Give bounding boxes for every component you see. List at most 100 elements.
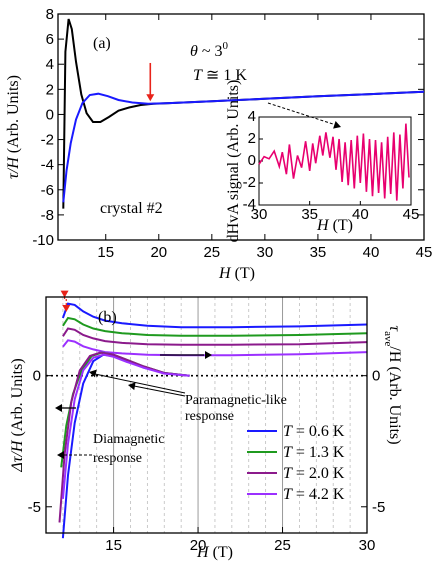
- left-y-axis-title: Δτ/H (Arb. Units): [9, 358, 26, 472]
- peak-marker-arrow-head: [60, 290, 69, 298]
- delta-series-line: [58, 351, 190, 523]
- x-tick-label: 20: [190, 537, 207, 554]
- average-series-line: [62, 339, 368, 357]
- inset-x-tick-label: 40: [352, 206, 369, 223]
- x-axis-title: H (T): [218, 265, 255, 282]
- right-y-axis-title-part: ave: [382, 331, 394, 346]
- right-y-axis-title-part: τ: [386, 325, 403, 332]
- legend-label-part: = 0.6 K: [292, 423, 345, 440]
- y-tick-label: -5: [28, 499, 41, 516]
- x-axis-title: H (T): [196, 544, 233, 561]
- inset-y-tick-label: -4: [243, 196, 256, 213]
- left-y-axis-title-part: (Arb. Units): [9, 358, 26, 440]
- panel-label: (a): [93, 35, 111, 52]
- temperature-annotation-part: ≅ 1 K: [202, 67, 247, 84]
- y-axis-title-part: (Arb. Units): [5, 75, 22, 157]
- angle-annotation: θ ~ 30: [190, 40, 229, 60]
- series-line: [62, 90, 425, 203]
- inset-y-tick-label: 4: [248, 108, 256, 125]
- y-axis-title-part: τ/H: [5, 156, 22, 179]
- diamagnetic-annotation-line1: Diamagnetic: [93, 432, 165, 447]
- right-y-tick-label: -5: [372, 499, 385, 516]
- crystal-annotation: crystal #2: [100, 200, 163, 217]
- left-axis-arrow-head: [55, 404, 62, 412]
- x-tick-label: 35: [310, 244, 327, 261]
- legend-label-part: T: [283, 444, 293, 461]
- y-tick-label: -6: [41, 182, 54, 199]
- paramagnetic-pointer-shaft: [94, 373, 186, 394]
- panel-label: (b): [98, 309, 117, 326]
- y-tick-label: -2: [41, 132, 54, 149]
- inset-x-tick-label: 35: [301, 206, 318, 223]
- y-axis-title: τ/H (Arb. Units): [5, 75, 22, 179]
- y-tick-label: 0: [33, 368, 41, 385]
- legend-label: T = 2.0 K: [283, 465, 345, 482]
- plot-frame: [45, 296, 368, 534]
- marker-arrow-head: [146, 94, 155, 102]
- x-tick-label: 45: [416, 244, 433, 261]
- legend-label-part: T: [283, 465, 293, 482]
- x-tick-label: 25: [274, 537, 291, 554]
- inset-x-axis-title-part: (T): [329, 217, 353, 234]
- x-tick-label: 15: [97, 244, 114, 261]
- average-series-line: [62, 327, 368, 346]
- legend-label: T = 4.2 K: [283, 486, 345, 503]
- y-tick-label: -4: [41, 157, 54, 174]
- inset-y-tick-label: 0: [248, 152, 256, 169]
- temperature-annotation: T ≅ 1 K: [193, 67, 247, 84]
- y-tick-label: 6: [46, 31, 54, 48]
- legend-label-part: T: [283, 486, 293, 503]
- diamagnetic-pointer-head: [57, 451, 64, 459]
- inset-pointer-arrow-shaft: [267, 102, 337, 126]
- plot-frame: [57, 13, 425, 241]
- peak-marker-arrow-head: [62, 305, 71, 313]
- x-axis-title-part: H: [196, 544, 210, 561]
- inset-y-tick-label: -2: [243, 174, 256, 191]
- y-tick-label: -8: [41, 207, 54, 224]
- left-y-axis-title-part: Δτ/H: [9, 439, 26, 473]
- paramagnetic-annotation-line1: Paramagnetic-like: [185, 393, 287, 408]
- inset-x-tick-label: 45: [403, 206, 420, 223]
- inset-y-axis-title: dHvA signal (Arb. Units): [225, 80, 242, 243]
- inset-chart: 30 35 40 45 4 2 0 -2 -4 H (T) dHvA signal (Arb. Un…: [225, 80, 419, 243]
- y-tick-label: 4: [46, 56, 54, 73]
- angle-annotation-part: θ: [190, 43, 198, 60]
- x-tick-label: 25: [203, 244, 220, 261]
- diamagnetic-annotation-line2: response: [93, 451, 142, 466]
- right-y-tick-label: 0: [372, 368, 380, 385]
- x-axis-title-part: (T): [231, 265, 255, 282]
- paramagnetic-pointer2-shaft: [133, 385, 186, 397]
- right-y-axis-title: τave/H (Arb. Units): [382, 325, 403, 444]
- legend-label-part: = 4.2 K: [292, 486, 345, 503]
- x-tick-label: 30: [359, 537, 376, 554]
- angle-annotation-part: ~ 3: [198, 43, 223, 60]
- x-axis-title-part: H: [218, 265, 232, 282]
- legend: T = 0.6 KT = 1.3 KT = 2.0 KT = 4.2 K: [247, 423, 345, 503]
- legend-label-part: = 2.0 K: [292, 465, 345, 482]
- legend-label-part: = 1.3 K: [292, 444, 345, 461]
- inset-x-axis-title-part: H: [316, 217, 330, 234]
- inset-x-tick-label: 30: [251, 206, 268, 223]
- y-tick-label: 2: [46, 81, 54, 98]
- inset-x-axis-title: H (T): [316, 217, 353, 234]
- paramagnetic-pointer2-head: [128, 382, 136, 391]
- average-series-line: [62, 316, 368, 337]
- inset-series-line: [258, 123, 410, 201]
- average-series-line: [61, 302, 368, 329]
- y-tick-label: 0: [46, 106, 54, 123]
- legend-label: T = 0.6 K: [283, 423, 345, 440]
- y-tick-label: -10: [32, 232, 54, 249]
- inset-y-tick-label: 2: [248, 130, 256, 147]
- legend-label: T = 1.3 K: [283, 444, 345, 461]
- paramagnetic-annotation-line2: response: [185, 409, 234, 424]
- delta-series-line: [61, 353, 190, 499]
- angle-annotation-part: 0: [223, 40, 229, 52]
- panel-b: 15 20 25 30-50-50(b)Paramagnetic-likerespon…: [9, 290, 403, 561]
- x-tick-label: 15: [105, 537, 122, 554]
- paramagnetic-pointer-head: [89, 369, 97, 378]
- x-axis-title-part: (T): [209, 544, 233, 561]
- temperature-annotation-part: T: [193, 67, 203, 84]
- y-tick-label: 8: [46, 6, 54, 23]
